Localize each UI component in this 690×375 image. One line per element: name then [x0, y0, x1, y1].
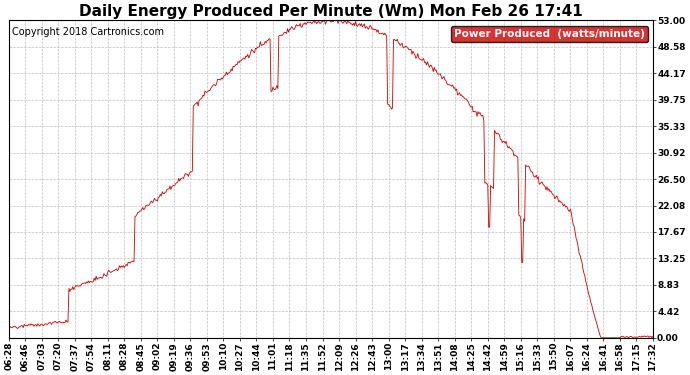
Title: Daily Energy Produced Per Minute (Wm) Mon Feb 26 17:41: Daily Energy Produced Per Minute (Wm) Mo… [79, 4, 582, 19]
Text: Copyright 2018 Cartronics.com: Copyright 2018 Cartronics.com [12, 27, 164, 37]
Legend: Power Produced  (watts/minute): Power Produced (watts/minute) [451, 26, 648, 42]
